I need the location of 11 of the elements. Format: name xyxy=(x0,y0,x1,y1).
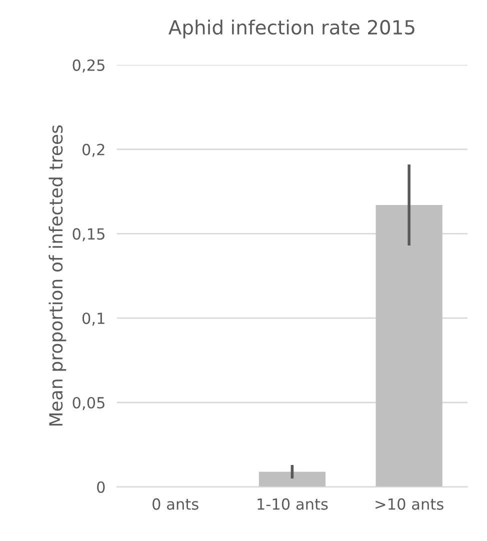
y-tick-label: 0,2 xyxy=(82,144,104,157)
y-tick-label: 0,25 xyxy=(72,59,104,72)
x-tick-label: 0 ants xyxy=(152,498,198,510)
x-tick-label: >10 ants xyxy=(376,498,444,510)
y-tick-label: 0 xyxy=(97,481,105,493)
y-axis-title: Mean proportion of infected trees xyxy=(48,125,66,426)
x-tick-label: 1-10 ants xyxy=(258,498,328,510)
chart-title: Aphid infection rate 2015 xyxy=(168,20,414,38)
y-tick-label: 0,15 xyxy=(72,228,104,242)
y-tick-label: 0,1 xyxy=(82,312,104,326)
y-tick-label: 0,05 xyxy=(72,396,104,410)
